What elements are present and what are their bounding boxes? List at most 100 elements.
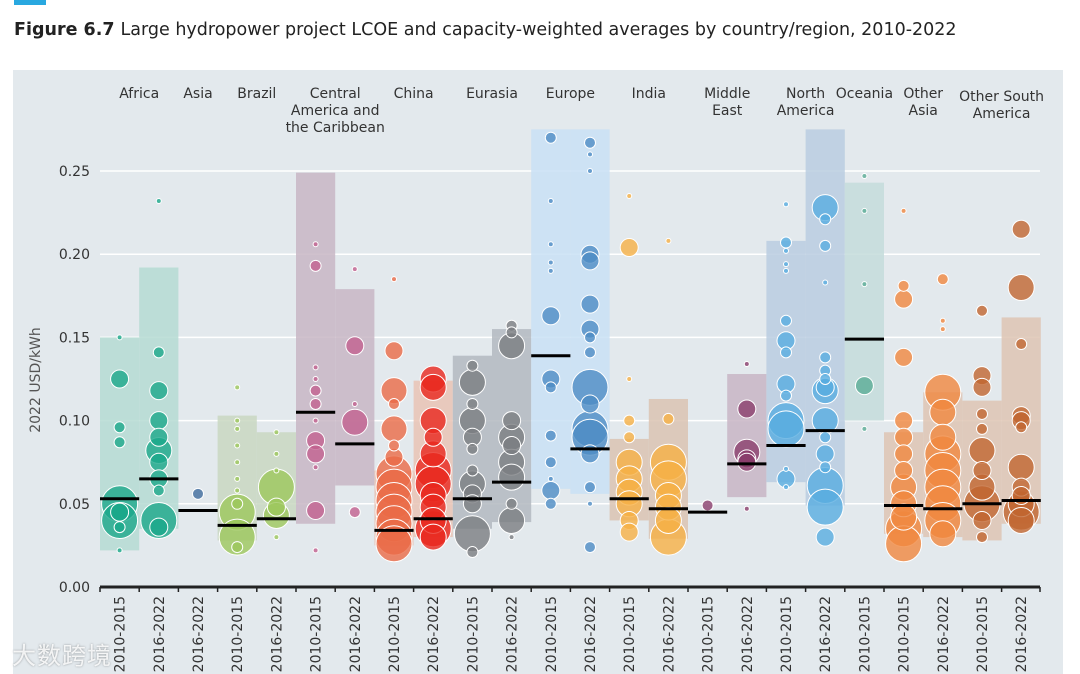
bubble bbox=[976, 407, 988, 420]
bubble bbox=[584, 481, 596, 494]
x-tick-label: 2016-2022 bbox=[505, 596, 521, 672]
bubble bbox=[1007, 453, 1035, 481]
bubble bbox=[587, 151, 593, 158]
region-label: Middle bbox=[704, 86, 750, 102]
range-band bbox=[727, 374, 767, 498]
bubble bbox=[861, 425, 868, 432]
x-tick-label: 2016-2022 bbox=[936, 596, 952, 672]
bubble bbox=[972, 510, 992, 530]
bubble bbox=[234, 475, 241, 482]
bubble bbox=[619, 522, 639, 542]
bubble bbox=[116, 334, 123, 341]
bubble bbox=[806, 488, 844, 526]
x-tick-label: 2010-2015 bbox=[975, 596, 991, 672]
bubble bbox=[152, 484, 165, 497]
y-tick-label: 0.10 bbox=[59, 414, 90, 430]
bubble-series bbox=[375, 276, 413, 563]
bubble bbox=[149, 381, 169, 401]
x-tick-label: 2016-2022 bbox=[269, 596, 285, 672]
bubble bbox=[508, 534, 515, 541]
bubble bbox=[345, 336, 365, 356]
bubble bbox=[623, 431, 636, 444]
bubble bbox=[894, 444, 914, 464]
region-label: Europe bbox=[546, 86, 595, 102]
bubble-series bbox=[498, 319, 526, 541]
bubble bbox=[110, 369, 130, 389]
bubble bbox=[780, 389, 792, 402]
region-label: India bbox=[632, 86, 666, 102]
bubble bbox=[149, 452, 169, 472]
bubble bbox=[149, 427, 169, 447]
bubble bbox=[419, 523, 447, 551]
bubble bbox=[502, 411, 522, 431]
bubble bbox=[894, 427, 914, 447]
bubble bbox=[780, 236, 792, 249]
bubble bbox=[894, 289, 914, 309]
figure-number: Figure 6.7 bbox=[14, 20, 115, 40]
bubble bbox=[861, 172, 868, 179]
bubble bbox=[626, 192, 633, 199]
bubble bbox=[466, 442, 479, 455]
bubble bbox=[312, 376, 319, 382]
bubble bbox=[113, 436, 126, 449]
bubble bbox=[976, 422, 988, 435]
bubble bbox=[819, 431, 832, 444]
region-label: East bbox=[712, 103, 743, 119]
bubble bbox=[498, 506, 526, 534]
x-tick-label: 2016-2022 bbox=[152, 596, 168, 672]
x-tick-label: 2016-2022 bbox=[818, 596, 834, 672]
figure-title-text: Large hydropower project LCOE and capaci… bbox=[120, 20, 957, 40]
bubble bbox=[423, 427, 443, 447]
bubble bbox=[815, 444, 835, 464]
x-tick-label: 2016-2022 bbox=[426, 596, 442, 672]
bubble bbox=[976, 304, 988, 317]
bubble bbox=[939, 317, 946, 324]
bubble bbox=[584, 331, 596, 344]
bubble bbox=[155, 197, 162, 204]
x-tick-label: 2016-2022 bbox=[348, 596, 364, 672]
bubble bbox=[234, 384, 241, 391]
bubble bbox=[375, 525, 413, 563]
bubble bbox=[701, 499, 714, 512]
bubble bbox=[466, 359, 479, 372]
bubble bbox=[231, 497, 244, 510]
bubble bbox=[544, 456, 557, 469]
bubble bbox=[192, 487, 204, 500]
bubble bbox=[861, 281, 868, 288]
bubble bbox=[152, 346, 165, 359]
bubble bbox=[783, 267, 789, 274]
figure-title: Figure 6.7 Large hydropower project LCOE … bbox=[14, 20, 957, 40]
bubble bbox=[547, 259, 554, 266]
bubble-series bbox=[767, 201, 805, 491]
bubble bbox=[312, 464, 319, 471]
bubble bbox=[544, 429, 557, 442]
bubble bbox=[929, 520, 957, 548]
bubble bbox=[662, 412, 675, 425]
bubble bbox=[541, 480, 561, 500]
bubble-series bbox=[963, 304, 1001, 544]
bubble bbox=[502, 436, 522, 456]
range-band bbox=[335, 289, 375, 486]
bubble bbox=[273, 429, 280, 436]
bubble bbox=[819, 351, 832, 364]
bubble bbox=[149, 411, 169, 431]
bubble bbox=[1015, 421, 1028, 434]
bubble bbox=[348, 506, 361, 519]
region-label: America bbox=[777, 103, 835, 119]
bubble bbox=[505, 326, 518, 339]
bubble-series bbox=[924, 273, 962, 548]
bubble-series bbox=[541, 131, 561, 510]
bubble bbox=[1007, 506, 1035, 534]
bubble-series bbox=[701, 499, 714, 512]
bubble bbox=[819, 239, 832, 252]
bubble bbox=[783, 261, 789, 268]
bubble bbox=[266, 497, 286, 517]
bubble bbox=[885, 525, 923, 563]
bubble bbox=[113, 521, 126, 534]
bubble bbox=[972, 461, 992, 481]
x-tick-label: 2010-2015 bbox=[779, 596, 795, 672]
x-tick-label: 2010-2015 bbox=[701, 596, 717, 672]
bubble bbox=[861, 207, 868, 214]
bubble bbox=[149, 517, 169, 537]
bubble-series bbox=[341, 266, 369, 519]
